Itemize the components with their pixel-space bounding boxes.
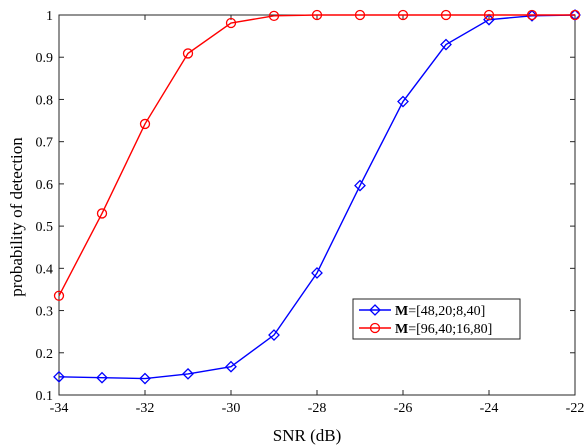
circle-point-marker: [569, 9, 581, 21]
x-tick-label: -30: [222, 401, 241, 416]
diamond-point-marker: [397, 95, 409, 108]
diamond-point-marker: [53, 370, 65, 383]
diamond-point-marker: [268, 329, 280, 341]
diamond-point-marker: [182, 367, 194, 380]
circle-point-marker: [526, 9, 538, 21]
x-axis-label: SNR (dB): [273, 426, 341, 445]
x-tick-label: -28: [308, 401, 327, 416]
diamond-point-marker: [311, 267, 323, 279]
y-tick-label: 0.1: [36, 389, 54, 404]
circle-point-marker: [182, 48, 194, 59]
circle-point-marker: [354, 9, 366, 21]
legend-marker-sample: [369, 322, 381, 334]
series-line-2: [58, 14, 575, 297]
circle-point-marker: [397, 9, 409, 21]
circle-point-marker: [139, 118, 151, 130]
y-axis-label: probability of detection: [7, 137, 26, 297]
diamond-point-marker: [139, 372, 151, 385]
y-tick-label: 1: [46, 9, 53, 24]
circle-point-marker: [483, 9, 495, 21]
diamond-point-marker: [225, 360, 237, 373]
circle-point-marker: [268, 10, 280, 21]
y-tick-label: 0.7: [36, 136, 54, 151]
y-axis-label-group: probability of detection: [7, 137, 26, 297]
circle-point-marker: [96, 208, 108, 219]
x-tick-label: -34: [50, 401, 69, 416]
diamond-point-marker: [526, 9, 538, 22]
legend-entry-label: M=[48,20;8,40]: [395, 304, 485, 319]
y-tick-label: 0.6: [36, 178, 54, 193]
x-tick-label: -22: [566, 401, 585, 416]
y-tick-label: 0.5: [36, 220, 54, 235]
y-tick-label: 0.8: [36, 93, 54, 108]
x-tick-label: -32: [136, 401, 155, 416]
y-tick-label: 0.4: [36, 262, 54, 277]
y-tick-label: 0.2: [36, 347, 54, 362]
circle-point-marker: [440, 9, 452, 21]
diamond-point-marker: [354, 179, 366, 192]
circle-point-marker: [311, 9, 323, 21]
diamond-point-marker: [96, 371, 108, 384]
legend-marker-sample: [369, 304, 381, 316]
x-tick-label: -24: [480, 401, 499, 416]
circle-point-marker: [225, 17, 237, 29]
legend-box: [352, 298, 521, 340]
circle-point-marker: [53, 290, 65, 301]
x-tick-label: -26: [394, 401, 413, 416]
legend-entry-label: M=[96,40;16,80]: [395, 322, 492, 337]
y-tick-label: 0.9: [36, 51, 54, 66]
diamond-point-marker: [440, 38, 452, 51]
y-tick-label: 0.3: [36, 305, 54, 320]
